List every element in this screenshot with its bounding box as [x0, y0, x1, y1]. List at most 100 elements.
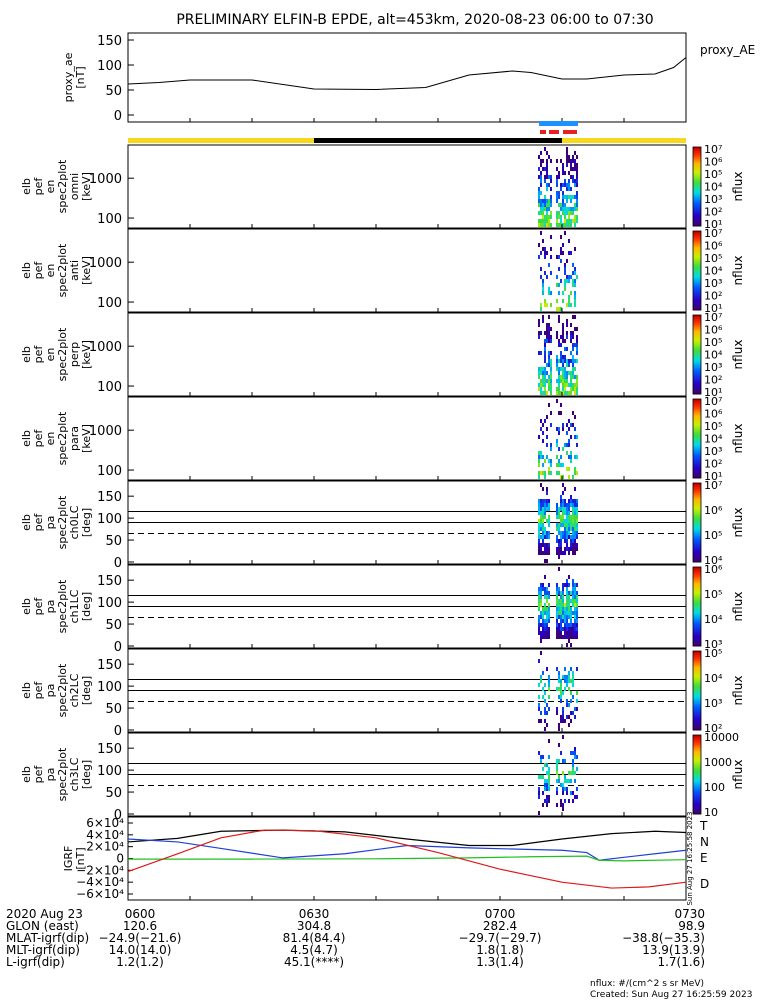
spectrogram-cell — [560, 783, 562, 787]
spectrogram-cell — [562, 363, 564, 367]
spectrogram-cell — [546, 379, 548, 383]
spectrogram-cell — [568, 603, 570, 607]
spectrogram-cell — [542, 211, 544, 215]
ylabel-line: ch0LC — [68, 505, 81, 539]
colorbar-tick-label: 10⁴ — [704, 433, 723, 446]
spectrogram-cell — [546, 519, 548, 523]
spectrogram-cell — [544, 783, 546, 787]
colorbar-segment — [693, 660, 701, 664]
ylabel-line: pa — [44, 768, 57, 782]
spectrogram-cell — [566, 615, 568, 619]
spectrogram-cell — [548, 627, 550, 631]
spectrogram-cell — [544, 271, 546, 275]
spectrogram-cell — [568, 523, 570, 527]
spectrogram-cell — [542, 635, 544, 639]
spectrogram-cell — [548, 379, 550, 383]
colorbar-segment — [693, 274, 701, 277]
spectrogram-cell — [558, 459, 560, 463]
colorbar-tick-label: 10⁴ — [704, 181, 723, 194]
spectrogram-cell — [564, 611, 566, 615]
spectrogram-cell — [560, 803, 562, 807]
colorbar-segment — [693, 336, 701, 340]
spectrogram-cell — [564, 223, 566, 227]
spectrogram-cell — [570, 219, 572, 223]
spectrogram-cell — [562, 383, 564, 387]
spectrogram-cell — [560, 611, 562, 615]
spectrogram-cell — [558, 623, 560, 627]
spectrogram-cell — [544, 619, 546, 623]
spectrogram-cell — [574, 771, 576, 775]
colorbar-segment — [693, 558, 701, 561]
plot-title: PRELIMINARY ELFIN-B EPDE, alt=453km, 202… — [176, 12, 653, 28]
colorbar-segment — [693, 610, 701, 613]
colorbar-segment — [693, 682, 701, 686]
colorbar-segment — [693, 508, 701, 512]
spectrogram-cell — [558, 319, 560, 323]
panel-frame — [127, 228, 687, 313]
spectrogram-cell — [564, 615, 566, 619]
spectrogram-cell — [570, 383, 572, 387]
colorbar-segment — [693, 278, 701, 281]
spectrogram-cell — [546, 219, 548, 223]
spectrogram-cell — [558, 631, 560, 635]
spectrogram-cell — [572, 159, 574, 163]
spectrogram-cell — [540, 391, 542, 395]
spectrogram-cell — [574, 527, 576, 531]
ylabel-line: spec2plot — [56, 243, 69, 297]
spectrogram-cell — [544, 391, 546, 395]
spectrogram-cell — [570, 543, 572, 547]
spectrogram-cell — [558, 383, 560, 387]
spectrogram-cell — [574, 595, 576, 599]
colorbar-segment — [693, 754, 701, 758]
colorbar-tick-label: 10⁶ — [704, 504, 723, 517]
spectrogram-cell — [546, 543, 548, 547]
colorbar-segment — [693, 538, 701, 541]
spectrogram-cell — [538, 615, 540, 619]
spectrogram-cell — [540, 675, 542, 679]
spectrogram-cell — [556, 767, 558, 771]
spectrogram-cell — [540, 223, 542, 227]
spectrogram-cell — [550, 391, 552, 395]
colorbar-tick-label: 10⁶ — [704, 408, 723, 421]
colorbar-segment — [693, 266, 701, 270]
panel-frame — [127, 312, 687, 397]
spectrogram-cell — [546, 167, 548, 171]
ytick-label: 100 — [97, 296, 122, 311]
spectrogram-cell — [546, 339, 548, 343]
colorbar-segment — [693, 264, 701, 268]
spectrogram-cell — [562, 551, 564, 555]
spectrogram-cell — [546, 183, 548, 187]
panel-ch0LC: elb pef pa spec2plot ch0LC [deg]15010050010⁷1… — [20, 479, 745, 571]
colorbar-segment — [693, 352, 701, 355]
igrf-legend-E: E — [700, 851, 708, 865]
colorbar-segment — [693, 528, 701, 531]
colorbar-label: nflux — [731, 172, 745, 202]
spectrogram-cell — [544, 575, 546, 579]
spectrogram-cell — [566, 523, 568, 527]
spectrogram-cell — [546, 623, 548, 627]
colorbar-segment — [693, 292, 701, 295]
spectrogram-cell — [560, 375, 562, 379]
spectrogram-cell — [568, 799, 570, 803]
spectrogram-cell — [546, 667, 548, 671]
spectrogram-cell — [570, 275, 572, 279]
spectrogram-cell — [572, 791, 574, 795]
spectrogram-cell — [540, 599, 542, 603]
spectrogram-cell — [560, 359, 562, 363]
x-table-row-label: MLAT-igrf(dip) — [6, 931, 89, 945]
colorbar-segment — [693, 778, 701, 781]
spectrogram-cell — [546, 491, 548, 495]
spectrogram-cell — [548, 795, 550, 799]
spectrogram-cell — [542, 487, 544, 491]
spectrogram-cell — [568, 527, 570, 531]
spectrogram-cell — [572, 519, 574, 523]
spectrogram-cell — [570, 211, 572, 215]
spectrogram-cell — [560, 607, 562, 611]
spectrogram-cell — [560, 695, 562, 699]
spectrogram-cell — [538, 535, 540, 539]
spectrogram-cell — [560, 367, 562, 371]
spectrogram-cell — [558, 215, 560, 219]
ytick-label: 100 — [97, 380, 122, 395]
spectrogram-cell — [542, 371, 544, 375]
spectrogram-cell — [564, 171, 566, 175]
